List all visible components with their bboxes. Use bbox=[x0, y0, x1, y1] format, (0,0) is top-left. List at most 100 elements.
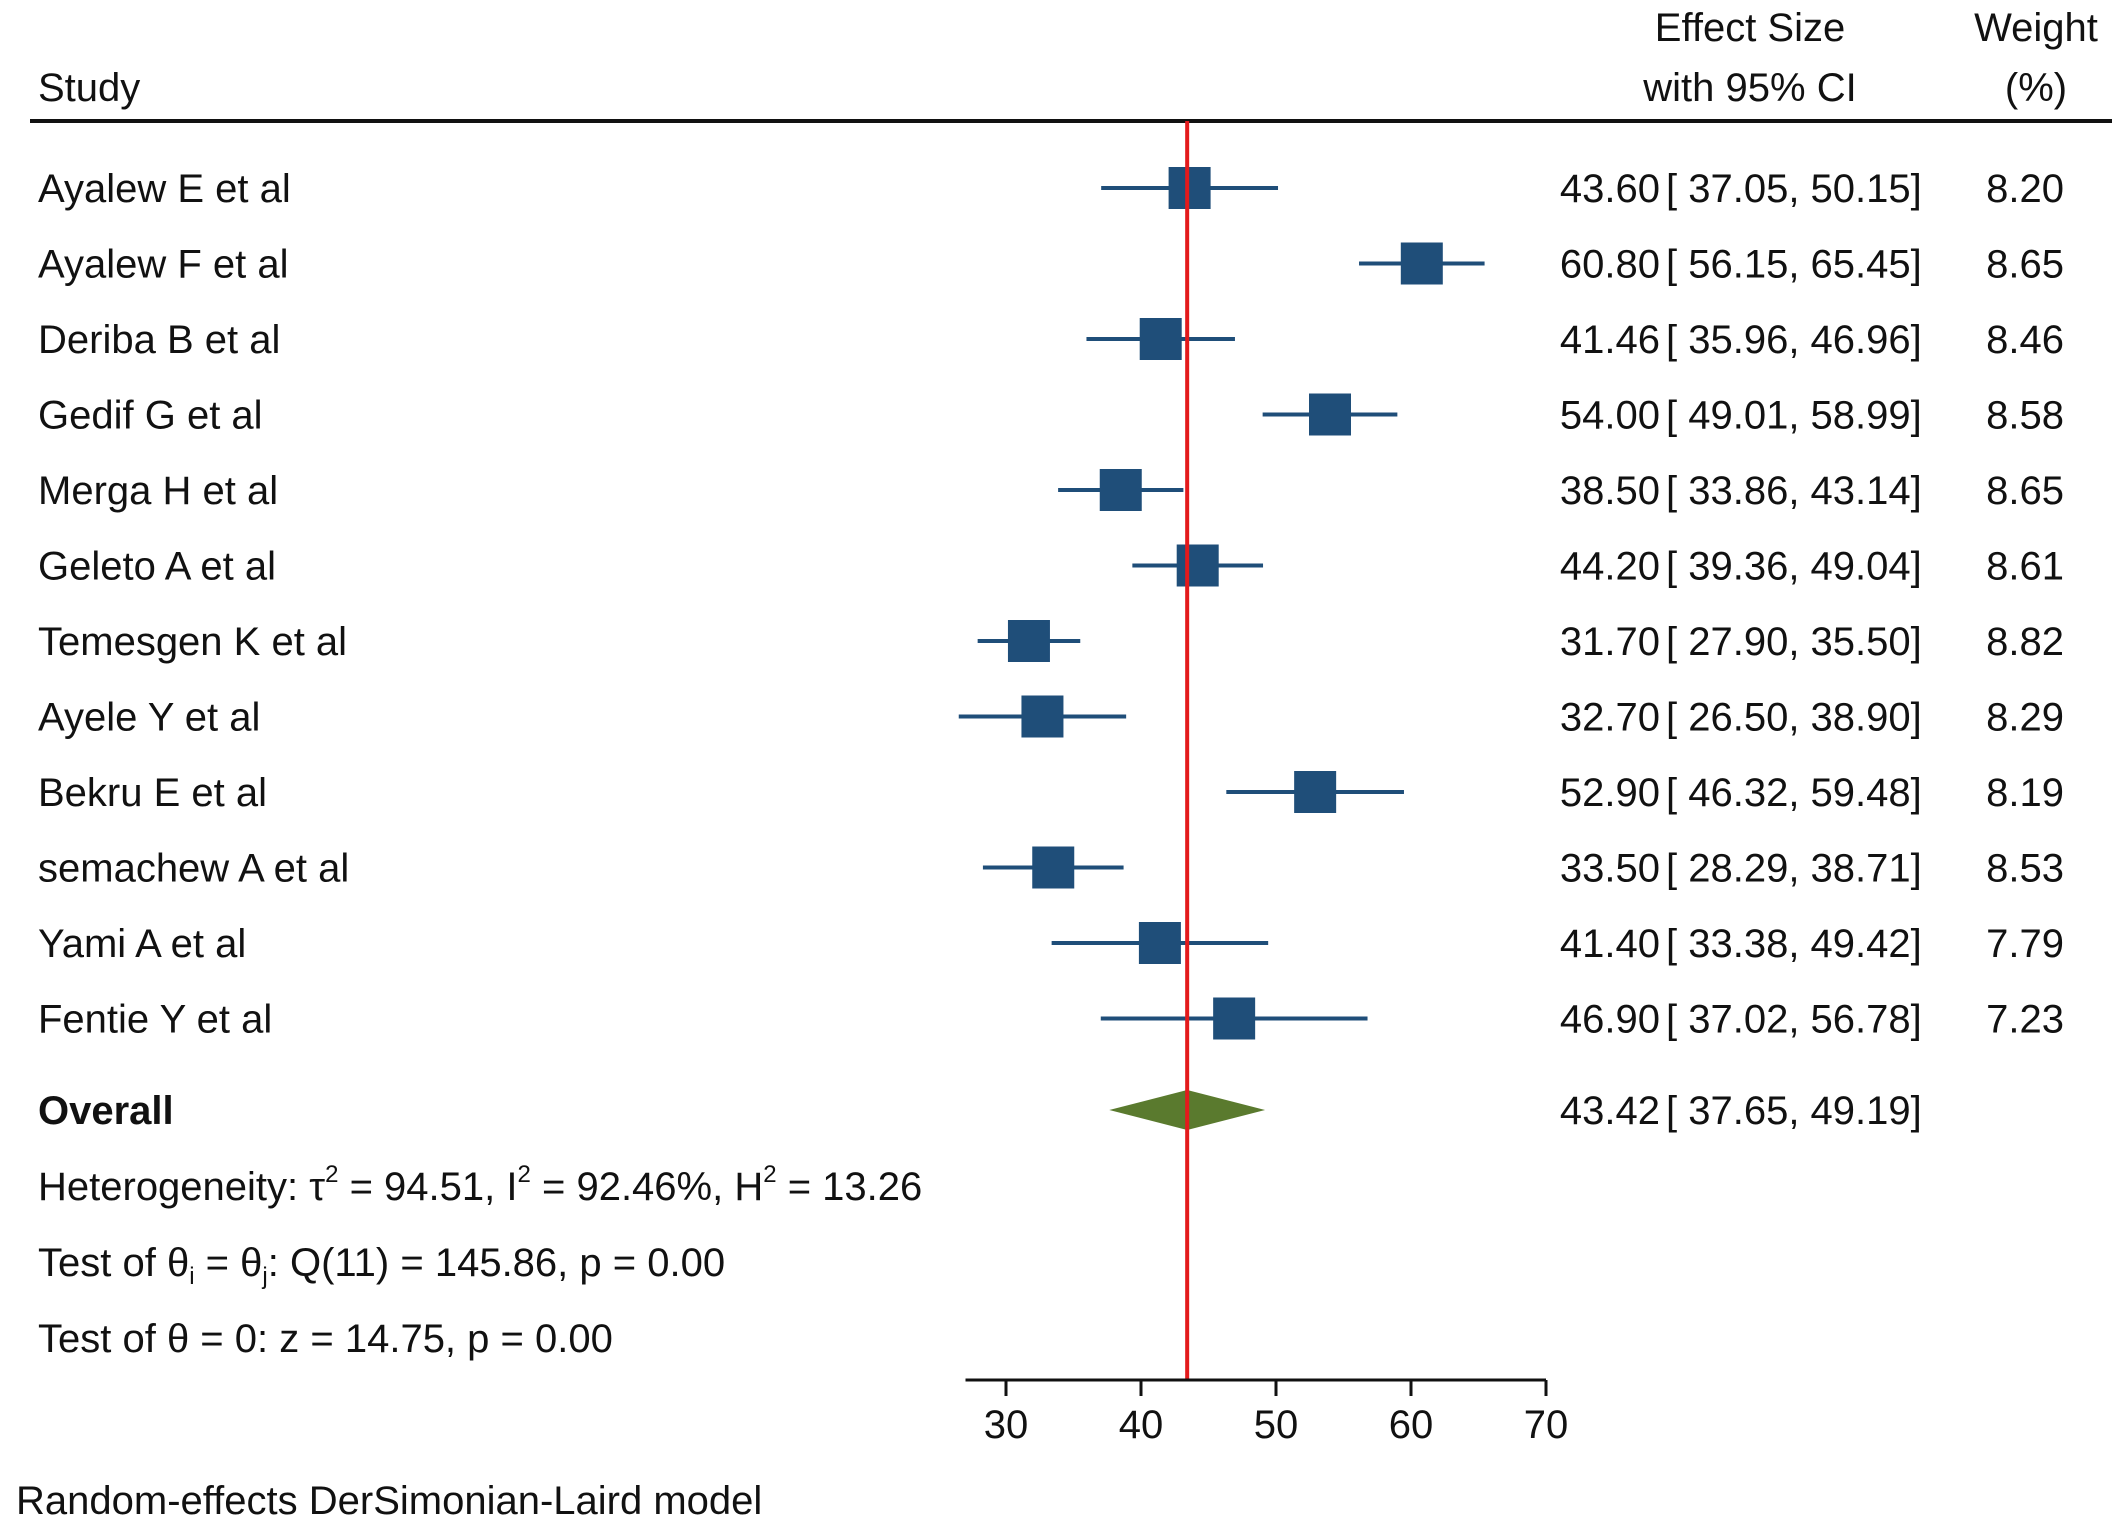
h-value: = 13.26 bbox=[777, 1165, 923, 1209]
study-weight: 8.61 bbox=[1986, 545, 2064, 589]
x-tick-label: 30 bbox=[984, 1403, 1029, 1447]
study-ci-text: [ 37.05, 50.15] bbox=[1666, 167, 1922, 211]
study-row: Temesgen K et al 31.70[ 27.90, 35.50] 8.82 bbox=[38, 620, 2064, 664]
study-ci-text: [ 39.36, 49.04] bbox=[1666, 545, 1922, 589]
study-effect-marker bbox=[1138, 922, 1181, 964]
study-effect-marker bbox=[1400, 242, 1443, 285]
model-note: Random-effects DerSimonian-Laird model bbox=[16, 1479, 762, 1523]
study-row: Yami A et al 41.40[ 33.38, 49.42] 7.79 bbox=[38, 922, 2064, 966]
study-name: Yami A et al bbox=[38, 922, 246, 966]
study-effect-size: 41.40 bbox=[1560, 922, 1660, 966]
study-effect-marker bbox=[1139, 318, 1182, 360]
study-effect-size: 38.50 bbox=[1560, 469, 1660, 513]
study-effect-marker bbox=[1309, 393, 1351, 436]
study-effect-size: 60.80 bbox=[1560, 243, 1660, 287]
study-ci-text: [ 28.29, 38.71] bbox=[1666, 847, 1922, 891]
test-ij-sub-j: j bbox=[261, 1263, 267, 1290]
tau-superscript: 2 bbox=[325, 1161, 338, 1188]
study-rows: Ayalew E et al 43.60[ 37.05, 50.15] 8.20Ay… bbox=[38, 167, 2064, 1042]
study-ci-text: [ 56.15, 65.45] bbox=[1666, 243, 1922, 287]
header-effect-size-line2: with 95% CI bbox=[1642, 66, 1856, 110]
study-weight: 8.19 bbox=[1986, 771, 2064, 815]
study-row: Ayalew F et al 60.80[ 56.15, 65.45] 8.65 bbox=[38, 242, 2064, 287]
study-row: semachew A et al 33.50[ 28.29, 38.71] 8.53 bbox=[38, 846, 2064, 891]
study-effect-size: 46.90 bbox=[1560, 998, 1660, 1042]
study-ci-text: [ 33.86, 43.14] bbox=[1666, 469, 1922, 513]
study-effect-size: 43.60 bbox=[1560, 167, 1660, 211]
i-symbol: I bbox=[506, 1165, 517, 1209]
study-weight: 7.79 bbox=[1986, 922, 2064, 966]
study-weight: 8.58 bbox=[1986, 394, 2064, 438]
study-name: Deriba B et al bbox=[38, 318, 280, 362]
study-effect-marker bbox=[1021, 695, 1064, 738]
test-ij-suffix: : Q(11) = 145.86, p = 0.00 bbox=[268, 1241, 725, 1285]
study-ci-text: [ 35.96, 46.96] bbox=[1666, 318, 1922, 362]
study-effect-size: 44.20 bbox=[1560, 545, 1660, 589]
study-effect-marker bbox=[1168, 167, 1211, 209]
i-superscript: 2 bbox=[518, 1161, 531, 1188]
i-value: = 92.46%, bbox=[531, 1165, 734, 1209]
h-symbol: H bbox=[734, 1165, 763, 1209]
study-weight: 8.65 bbox=[1986, 243, 2064, 287]
study-name: Temesgen K et al bbox=[38, 620, 347, 664]
study-effect-size: 32.70 bbox=[1560, 696, 1660, 740]
study-row: Bekru E et al 52.90[ 46.32, 59.48] 8.19 bbox=[38, 771, 2064, 815]
study-name: Ayalew E et al bbox=[38, 167, 291, 211]
study-name: Geleto A et al bbox=[38, 545, 276, 589]
study-weight: 8.65 bbox=[1986, 469, 2064, 513]
header-study: Study bbox=[38, 66, 140, 110]
test-theta-i-j: Test of θi = θj: Q(11) = 145.86, p = 0.0… bbox=[38, 1241, 725, 1290]
tau-value: = 94.51, bbox=[338, 1165, 506, 1209]
study-ci-text: [ 26.50, 38.90] bbox=[1666, 696, 1922, 740]
study-ci-text: [ 27.90, 35.50] bbox=[1666, 620, 1922, 664]
study-ci-text: [ 33.38, 49.42] bbox=[1666, 922, 1922, 966]
header-weight-line2: (%) bbox=[2005, 66, 2067, 110]
heterogeneity-prefix: Heterogeneity: bbox=[38, 1165, 309, 1209]
test-ij-sub-i: i bbox=[189, 1263, 194, 1290]
study-ci-text: [ 46.32, 59.48] bbox=[1666, 771, 1922, 815]
study-weight: 8.53 bbox=[1986, 847, 2064, 891]
test-ij-prefix: Test of θ bbox=[38, 1241, 189, 1285]
header-effect-size-line1: Effect Size bbox=[1655, 6, 1845, 50]
test-ij-mid: = θ bbox=[195, 1241, 263, 1285]
overall-label: Overall bbox=[38, 1089, 174, 1133]
study-name: Fentie Y et al bbox=[38, 998, 272, 1042]
study-effect-size: 54.00 bbox=[1560, 394, 1660, 438]
x-tick-label: 40 bbox=[1119, 1403, 1164, 1447]
x-tick-label: 70 bbox=[1524, 1403, 1569, 1447]
x-tick-label: 50 bbox=[1254, 1403, 1299, 1447]
study-row: Geleto A et al 44.20[ 39.36, 49.04] 8.61 bbox=[38, 544, 2064, 589]
study-name: semachew A et al bbox=[38, 847, 349, 891]
study-row: Gedif G et al 54.00[ 49.01, 58.99] 8.58 bbox=[38, 393, 2064, 438]
x-tick-label: 60 bbox=[1389, 1403, 1434, 1447]
study-effect-size: 52.90 bbox=[1560, 771, 1660, 815]
study-row: Ayele Y et al 32.70[ 26.50, 38.90] 8.29 bbox=[38, 695, 2064, 740]
study-effect-marker bbox=[1213, 997, 1256, 1040]
study-name: Bekru E et al bbox=[38, 771, 267, 815]
study-row: Ayalew E et al 43.60[ 37.05, 50.15] 8.20 bbox=[38, 167, 2064, 211]
study-name: Gedif G et al bbox=[38, 394, 263, 438]
study-weight: 8.82 bbox=[1986, 620, 2064, 664]
study-effect-marker bbox=[1294, 771, 1337, 813]
tau-symbol: τ bbox=[309, 1165, 325, 1209]
x-axis-ticks: 30 40 50 60 70 bbox=[984, 1380, 1569, 1447]
study-effect-size: 31.70 bbox=[1560, 620, 1660, 664]
study-row: Merga H et al 38.50[ 33.86, 43.14] 8.65 bbox=[38, 469, 2064, 513]
study-weight: 8.29 bbox=[1986, 696, 2064, 740]
study-ci-text: [ 37.02, 56.78] bbox=[1666, 998, 1922, 1042]
overall-ci: [ 37.65, 49.19] bbox=[1666, 1089, 1922, 1133]
heterogeneity-text: Heterogeneity: τ2 = 94.51, I2 = 92.46%, … bbox=[38, 1161, 922, 1209]
study-effect-marker bbox=[1099, 469, 1142, 511]
header-weight-line1: Weight bbox=[1974, 6, 2098, 50]
study-name: Merga H et al bbox=[38, 469, 278, 513]
study-name: Ayele Y et al bbox=[38, 696, 260, 740]
study-weight: 8.20 bbox=[1986, 167, 2064, 211]
study-effect-marker bbox=[1007, 620, 1050, 662]
h-superscript: 2 bbox=[763, 1161, 776, 1188]
study-name: Ayalew F et al bbox=[38, 243, 289, 287]
study-effect-size: 41.46 bbox=[1560, 318, 1660, 362]
study-ci-text: [ 49.01, 58.99] bbox=[1666, 394, 1922, 438]
study-effect-size: 33.50 bbox=[1560, 847, 1660, 891]
